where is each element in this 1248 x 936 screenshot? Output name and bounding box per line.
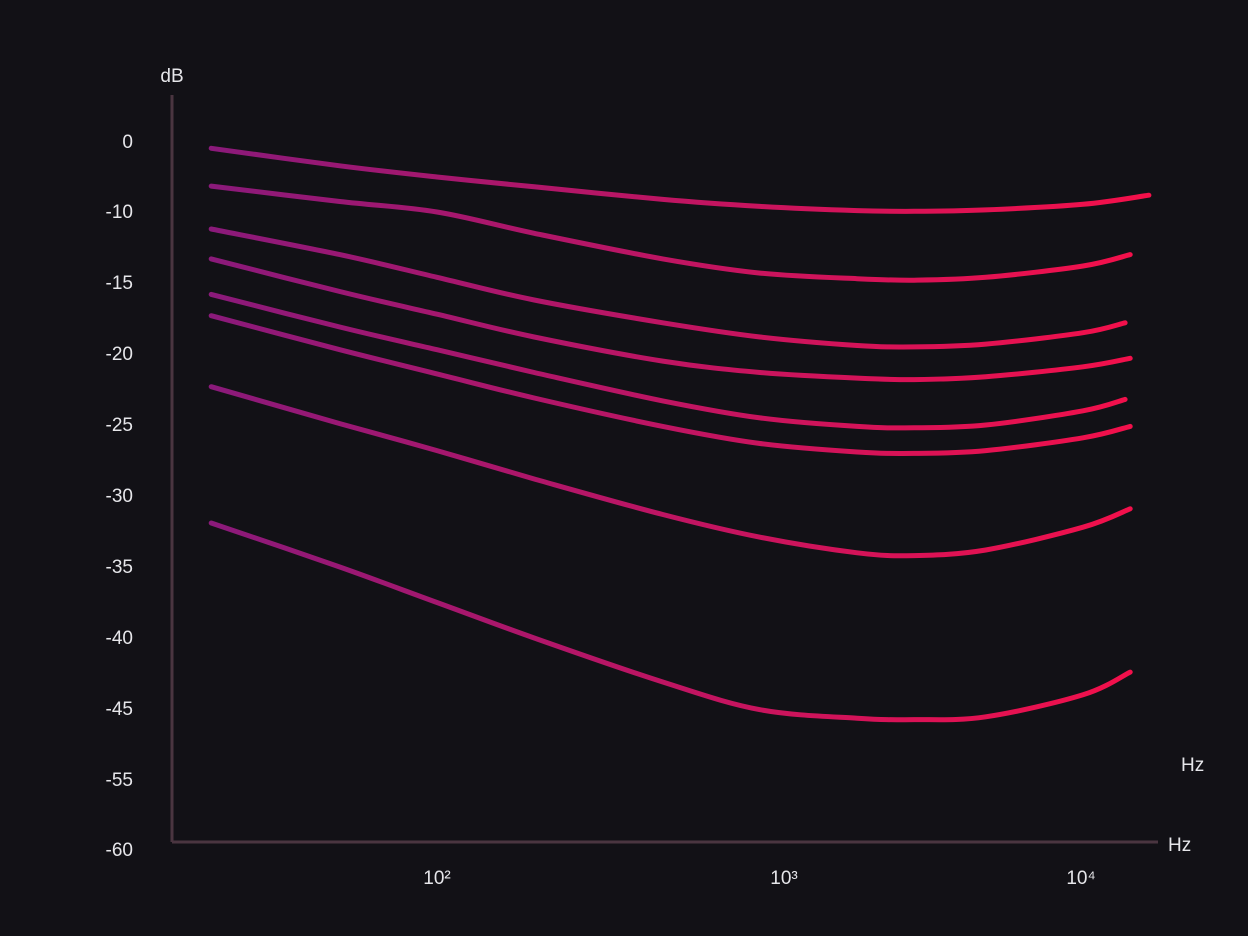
series-line-5: [208, 291, 1128, 431]
y-tick-label: -40: [106, 628, 133, 649]
x-tick-labels: 10² 10³ 10⁴: [423, 868, 1095, 889]
series-line-2: [208, 183, 1133, 283]
series-line-6: [208, 313, 1133, 456]
y-tick-labels: 0 -10 -15 -20 -25 -30 -35 -40 -45 -55 -60: [106, 132, 133, 861]
y-tick-label: -20: [106, 344, 133, 365]
series-line-7: [208, 384, 1133, 559]
x-axis-label: Hz: [1168, 835, 1191, 856]
series-curves: [208, 145, 1152, 723]
y-tick-label: -35: [106, 557, 133, 578]
series-line-1: [208, 145, 1152, 214]
y-tick-label: -60: [106, 840, 133, 861]
x-tick-label: 10³: [770, 868, 797, 889]
y-tick-label: -45: [106, 699, 133, 720]
y-tick-label: -55: [106, 770, 133, 791]
series-line-3: [208, 226, 1128, 350]
y-tick-label: -15: [106, 273, 133, 294]
series-line-4: [208, 256, 1133, 383]
series-line-8: [208, 520, 1133, 723]
y-tick-label: -10: [106, 202, 133, 223]
x-axis-extra-label: Hz: [1181, 755, 1204, 776]
x-tick-label: 10⁴: [1066, 868, 1095, 889]
x-tick-label: 10²: [423, 868, 450, 889]
y-axis-label: dB: [160, 66, 183, 87]
y-tick-label: -25: [106, 415, 133, 436]
y-tick-label: 0: [122, 132, 133, 153]
y-tick-label: -30: [106, 486, 133, 507]
